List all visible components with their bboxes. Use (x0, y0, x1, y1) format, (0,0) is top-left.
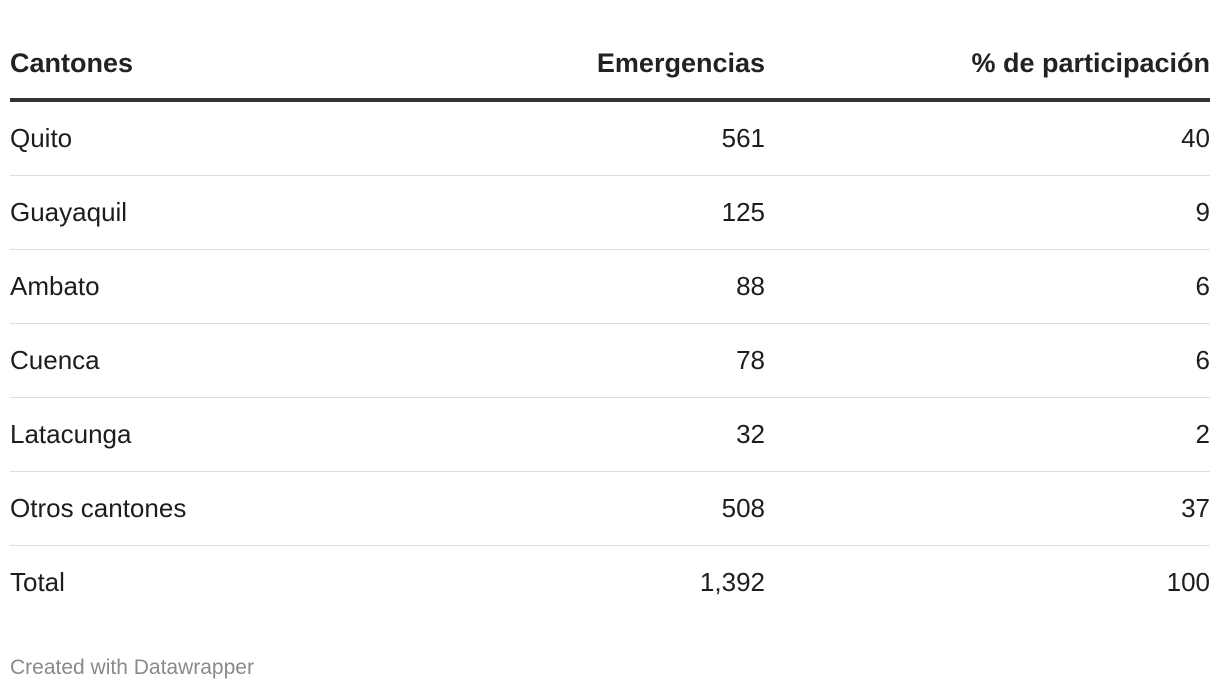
table-row: Otros cantones 508 37 (10, 471, 1210, 546)
datawrapper-credit[interactable]: Created with Datawrapper (10, 656, 254, 679)
data-table: Cantones Emergencias % de participación … (10, 28, 1210, 619)
cell-emergencias: 561 (410, 100, 765, 176)
column-header-participacion[interactable]: % de participación (765, 28, 1210, 102)
cell-participacion: 6 (765, 249, 1210, 324)
column-header-cantones[interactable]: Cantones (10, 28, 410, 102)
data-table-container: Cantones Emergencias % de participación … (10, 28, 1210, 619)
cell-canton: Ambato (10, 249, 410, 324)
cell-emergencias: 1,392 (699, 567, 765, 597)
table-row: Latacunga 32 2 (10, 397, 1210, 472)
cell-participacion: 40 (765, 100, 1210, 176)
cell-emergencias: 508 (410, 471, 765, 546)
cell-emergencias: 125 (410, 175, 765, 250)
cell-canton: Total (10, 567, 65, 597)
table-row: Guayaquil 125 9 (10, 175, 1210, 250)
cell-emergencias: 78 (410, 323, 765, 398)
table-header-row: Cantones Emergencias % de participación (10, 28, 1210, 102)
cell-canton: Otros cantones (10, 471, 410, 546)
table-row: Quito 561 40 (10, 100, 1210, 176)
table-row-total: Total 1,392 100 (10, 546, 1210, 620)
cell-canton: Cuenca (10, 323, 410, 398)
cell-participacion: 37 (765, 471, 1210, 546)
cell-participacion: 6 (765, 323, 1210, 398)
cell-participacion: 2 (765, 397, 1210, 472)
cell-emergencias: 88 (410, 249, 765, 324)
cell-participacion: 9 (765, 175, 1210, 250)
cell-participacion: 100 (1166, 567, 1210, 597)
cell-canton: Quito (10, 100, 410, 176)
table-row: Ambato 88 6 (10, 249, 1210, 324)
column-header-emergencias[interactable]: Emergencias (410, 28, 765, 102)
table-row: Cuenca 78 6 (10, 323, 1210, 398)
cell-emergencias: 32 (410, 397, 765, 472)
cell-canton: Guayaquil (10, 175, 410, 250)
cell-canton: Latacunga (10, 397, 410, 472)
